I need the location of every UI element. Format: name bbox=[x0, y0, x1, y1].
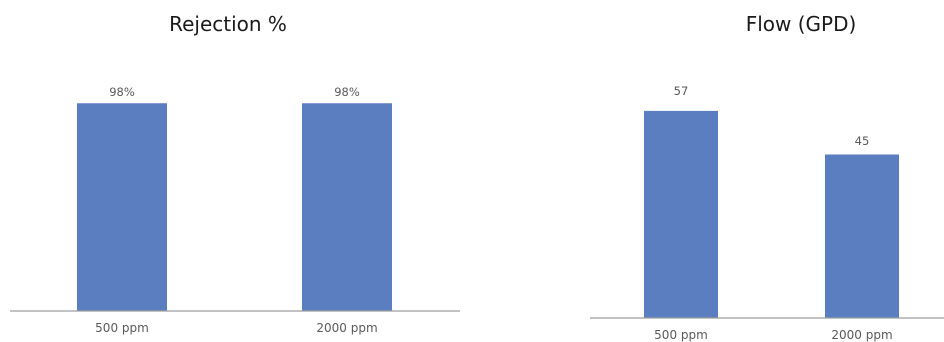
flow-tick-label-2000: 2000 ppm bbox=[831, 328, 892, 342]
flow-data-label-500: 57 bbox=[674, 84, 689, 98]
rejection-bar-2000 bbox=[302, 103, 392, 312]
rejection-bar-500 bbox=[77, 103, 167, 312]
rejection-chart-title: Rejection % bbox=[169, 12, 287, 36]
flow-tick-label-500: 500 ppm bbox=[654, 328, 708, 342]
flow-data-label-2000: 45 bbox=[855, 134, 870, 148]
rejection-data-label-500: 98% bbox=[109, 85, 135, 99]
rejection-tick-label-500: 500 ppm bbox=[95, 321, 149, 335]
flow-chart: Flow (GPD) 500 ppm 2000 ppm 57 45 bbox=[590, 12, 944, 342]
rejection-data-label-2000: 98% bbox=[334, 85, 360, 99]
flow-bar-500 bbox=[644, 110, 718, 319]
flow-bar-2000 bbox=[825, 154, 899, 318]
flow-chart-title: Flow (GPD) bbox=[746, 12, 857, 36]
rejection-bars bbox=[77, 103, 392, 312]
rejection-chart: Rejection % 500 ppm 2000 ppm 98% 98% bbox=[10, 12, 460, 335]
rejection-tick-label-2000: 2000 ppm bbox=[316, 321, 377, 335]
flow-bars bbox=[644, 110, 899, 319]
